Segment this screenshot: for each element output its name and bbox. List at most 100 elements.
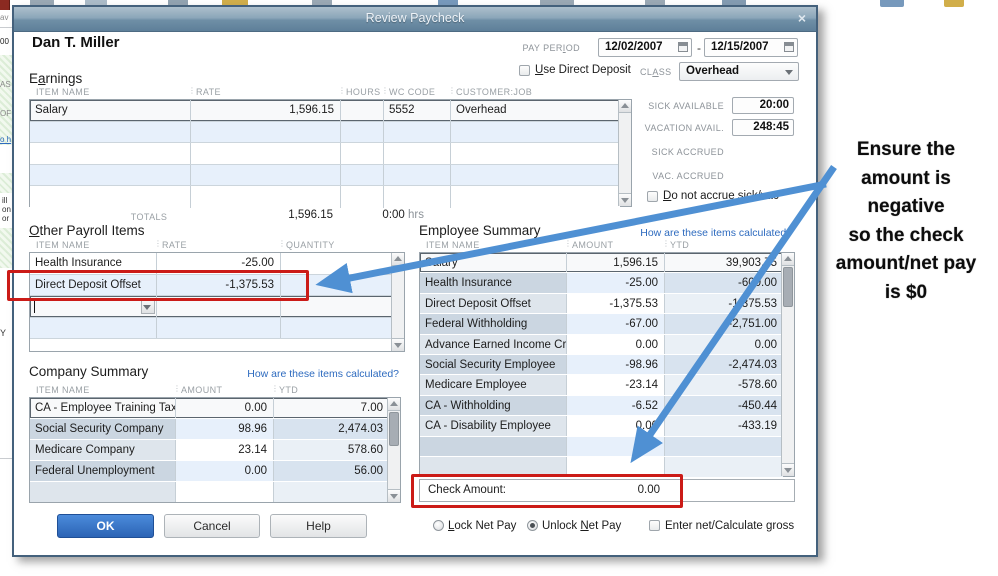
- table-row[interactable]: Advance Earned Income Cr... 0.00 0.00: [420, 334, 794, 355]
- cell-rate-edit[interactable]: [156, 296, 280, 317]
- other-payroll-scrollbar[interactable]: [391, 253, 404, 351]
- ok-button[interactable]: OK: [57, 514, 154, 538]
- cell-amount[interactable]: 0.00: [566, 334, 664, 354]
- table-row[interactable]: Federal Withholding -67.00 -2,751.00: [420, 314, 794, 335]
- other-payroll-items-label: Other Payroll Items: [29, 223, 145, 238]
- scrollbar-thumb[interactable]: [389, 412, 399, 446]
- cell-rate[interactable]: 1,596.15: [190, 100, 340, 121]
- cell-item-name[interactable]: Salary: [35, 104, 68, 116]
- cell-ytd: -578.60: [664, 375, 783, 395]
- cell-item-name: Direct Deposit Offset: [420, 293, 566, 314]
- cell-customer-job[interactable]: Overhead: [450, 100, 620, 121]
- cell-amount[interactable]: 0.00: [566, 416, 664, 436]
- cell-item-name[interactable]: Direct Deposit Offset: [30, 274, 156, 295]
- background-pattern: [0, 55, 13, 145]
- cell-amount[interactable]: 0.00: [175, 461, 273, 481]
- toolbar-icon-fragment: [438, 0, 458, 7]
- cell-rate[interactable]: -25.00: [156, 253, 280, 274]
- vacation-avail-field[interactable]: 248:45: [732, 119, 794, 136]
- company-summary-scrollbar[interactable]: [387, 398, 400, 502]
- other-payroll-header: ITEM NAME RATE QUANTITY: [29, 239, 392, 250]
- calendar-icon[interactable]: [784, 42, 794, 52]
- table-row[interactable]: [30, 186, 631, 208]
- toolbar-icon-fragment: [880, 0, 904, 7]
- dialog-titlebar[interactable]: Review Paycheck ×: [14, 7, 816, 32]
- cell-rate[interactable]: -1,375.53: [156, 274, 280, 295]
- cell-hours[interactable]: [340, 100, 383, 121]
- chevron-down-icon: [143, 305, 151, 310]
- cell-amount[interactable]: 98.96: [175, 419, 273, 439]
- sick-available-field[interactable]: 20:00: [732, 97, 794, 114]
- cell-amount[interactable]: 1,596.15: [566, 253, 664, 273]
- pay-period-start-field[interactable]: 12/02/2007: [598, 38, 692, 57]
- cell-item-name[interactable]: Health Insurance: [30, 253, 156, 274]
- scrollbar-thumb[interactable]: [783, 267, 793, 307]
- table-row[interactable]: Federal Unemployment 0.00 56.00: [30, 461, 400, 482]
- cell-amount[interactable]: 23.14: [175, 440, 273, 460]
- employee-name: Dan T. Miller: [32, 34, 120, 51]
- cell-amount[interactable]: -98.96: [566, 354, 664, 375]
- table-row[interactable]: Direct Deposit Offset -1,375.53 -1,375.5…: [420, 293, 794, 315]
- cell-quantity-edit[interactable]: [280, 296, 393, 317]
- unlock-net-pay-radio[interactable]: [527, 520, 538, 531]
- use-direct-deposit-checkbox[interactable]: [519, 65, 530, 76]
- table-row[interactable]: Medicare Company 23.14 578.60: [30, 440, 400, 461]
- scroll-up-button[interactable]: [782, 253, 794, 266]
- table-row[interactable]: Medicare Employee -23.14 -578.60: [420, 375, 794, 396]
- table-row[interactable]: [30, 121, 631, 144]
- cell-amount[interactable]: -25.00: [566, 273, 664, 293]
- table-row[interactable]: Health Insurance -25.00 -600.00: [420, 273, 794, 294]
- scroll-down-button[interactable]: [619, 193, 631, 206]
- table-row[interactable]: Health Insurance -25.00: [30, 253, 404, 275]
- employee-summary-scrollbar[interactable]: [781, 253, 794, 476]
- class-dropdown[interactable]: Overhead: [679, 62, 799, 81]
- toolbar-icon-fragment: [312, 0, 332, 7]
- cell-amount[interactable]: 0.00: [175, 398, 273, 418]
- table-row[interactable]: [30, 164, 631, 187]
- table-row[interactable]: [30, 143, 631, 165]
- table-row[interactable]: Social Security Company 98.96 2,474.03: [30, 419, 400, 440]
- background-divider: [0, 27, 13, 28]
- scroll-down-button[interactable]: [782, 463, 794, 476]
- table-row[interactable]: CA - Employee Training Tax 0.00 7.00: [30, 398, 400, 419]
- cell-item-name: Social Security Employee: [420, 354, 566, 375]
- table-row[interactable]: [30, 317, 404, 339]
- totals-hours: 0:00 hrs: [382, 209, 424, 221]
- table-row[interactable]: [30, 482, 400, 502]
- help-button[interactable]: Help: [270, 514, 367, 538]
- table-row[interactable]: Social Security Employee -98.96 -2,474.0…: [420, 354, 794, 376]
- company-summary-help-link[interactable]: How are these items calculated?: [247, 368, 399, 380]
- close-icon[interactable]: ×: [797, 10, 806, 26]
- employee-summary-help-link[interactable]: How are these items calculated?: [640, 227, 792, 239]
- scroll-down-button[interactable]: [392, 338, 404, 351]
- cell-item-name: CA - Withholding: [420, 395, 566, 416]
- table-row[interactable]: CA - Disability Employee 0.00 -433.19: [420, 416, 794, 437]
- table-row[interactable]: [420, 436, 794, 457]
- pay-period-end-field[interactable]: 12/15/2007: [704, 38, 798, 57]
- cell-item-name: Medicare Employee: [420, 375, 566, 395]
- lock-net-pay-radio[interactable]: [433, 520, 444, 531]
- enter-net-checkbox[interactable]: [649, 520, 660, 531]
- scroll-up-button[interactable]: [388, 398, 400, 411]
- cell-amount[interactable]: -67.00: [566, 314, 664, 334]
- other-payroll-table: Health Insurance -25.00 Direct Deposit O…: [29, 252, 405, 352]
- arrow-up-icon: [394, 256, 402, 261]
- scroll-down-button[interactable]: [388, 489, 400, 502]
- cell-wc-code[interactable]: 5552: [383, 100, 450, 121]
- table-row[interactable]: Salary 1,596.15 39,903.75: [420, 253, 794, 274]
- cell-amount[interactable]: -1,375.53: [566, 293, 664, 314]
- chevron-down-icon: [785, 70, 793, 75]
- scroll-up-button[interactable]: [619, 100, 631, 113]
- earnings-header: ITEM NAME RATE HOURS WC CODE CUSTOMER:JO…: [29, 86, 619, 97]
- toolbar-icon-fragment: [222, 0, 248, 7]
- do-not-accrue-checkbox[interactable]: [647, 191, 658, 202]
- table-row[interactable]: Salary 1,596.15 5552 Overhead: [30, 100, 631, 122]
- background-text-fragment: Y: [0, 328, 7, 338]
- cell-amount[interactable]: -23.14: [566, 375, 664, 395]
- calendar-icon[interactable]: [678, 42, 688, 52]
- scroll-up-button[interactable]: [392, 253, 404, 266]
- cancel-button[interactable]: Cancel: [164, 514, 260, 538]
- table-row[interactable]: CA - Withholding -6.52 -450.44: [420, 395, 794, 417]
- cell-amount[interactable]: -6.52: [566, 395, 664, 416]
- arrow-up-icon: [390, 401, 398, 406]
